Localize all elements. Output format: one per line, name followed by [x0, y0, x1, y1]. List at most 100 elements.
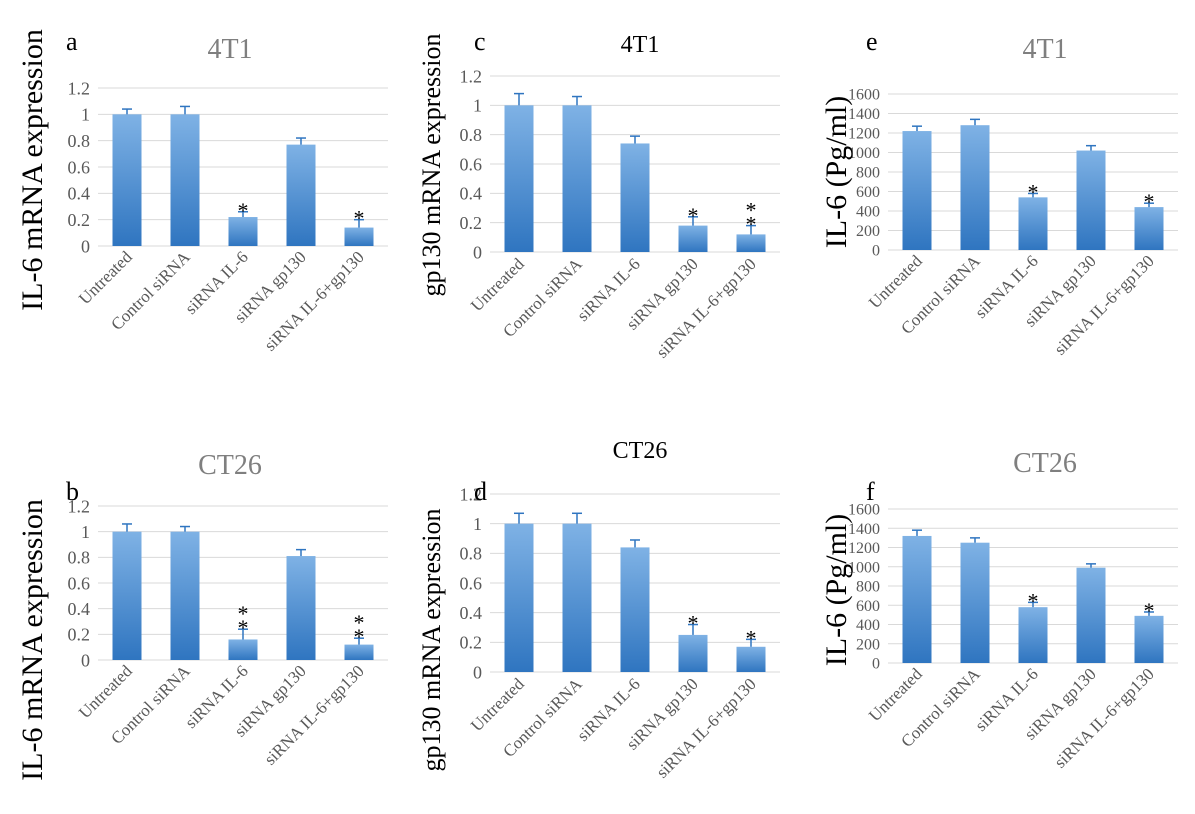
y-tick-label: 0.4 [460, 184, 483, 204]
bar-sirna-il-6 [1018, 607, 1048, 663]
bar-sirna-gp130 [1076, 150, 1106, 250]
y-tick-label: 1.2 [68, 78, 91, 98]
y-tick-label: 1600 [848, 502, 880, 519]
y-tick-label: 1400 [848, 521, 880, 538]
chart-title: CT26 [198, 450, 262, 481]
y-tick-label: 400 [856, 617, 880, 634]
y-tick-label: 1 [81, 105, 90, 125]
bar-sirna-il-6-gp130 [736, 646, 766, 672]
bar-sirna-il-6-gp130 [736, 234, 766, 252]
y-tick-label: 0.6 [68, 573, 91, 593]
panel-label: d [474, 477, 487, 506]
y-tick-label: 0 [473, 662, 482, 682]
y-tick-label: 0 [81, 236, 90, 256]
panel-label: e [866, 27, 878, 56]
y-tick-label: 0.6 [68, 157, 91, 177]
y-axis-label: gp130 mRNA expression [417, 509, 446, 772]
bar-untreated [504, 105, 534, 252]
bar-sirna-il-6 [620, 143, 650, 252]
significance-marker: * [688, 611, 699, 636]
y-tick-label: 200 [856, 223, 880, 240]
significance-marker: * [746, 198, 757, 223]
y-axis-label: IL-6 mRNA expression [16, 29, 49, 311]
chart-title: CT26 [613, 438, 668, 464]
bar-sirna-gp130 [286, 556, 316, 660]
bar-control-sirna [960, 542, 990, 663]
y-tick-label: 1000 [848, 559, 880, 576]
bar-sirna-il-6-gp130 [344, 644, 374, 660]
y-tick-label: 800 [856, 579, 880, 596]
y-tick-label: 1.2 [68, 496, 91, 516]
chart-title: 4T1 [207, 34, 252, 65]
category-label: siRNA IL-6+gp130 [260, 247, 367, 354]
y-tick-label: 0.8 [460, 544, 483, 564]
significance-marker: * [238, 601, 249, 626]
y-tick-label: 0 [473, 242, 482, 262]
panel-label: f [866, 477, 875, 506]
bar-untreated [112, 114, 142, 246]
significance-marker: * [354, 610, 365, 635]
y-tick-label: 600 [856, 598, 880, 615]
bar-sirna-gp130 [678, 225, 708, 252]
significance-marker: * [354, 206, 365, 231]
y-tick-label: 1600 [848, 87, 880, 104]
chart-title: CT26 [1013, 448, 1077, 479]
significance-marker: * [1144, 598, 1155, 623]
bar-untreated [902, 535, 932, 663]
y-tick-label: 0.6 [460, 573, 483, 593]
category-label: siRNA IL-6+gp130 [1050, 251, 1157, 358]
bar-untreated [902, 131, 932, 250]
y-tick-label: 1200 [848, 126, 880, 143]
significance-marker: * [1028, 588, 1039, 613]
chart-title: 4T1 [1022, 34, 1067, 65]
y-axis-label: gp130 mRNA expression [417, 34, 446, 297]
y-tick-label: 400 [856, 204, 880, 221]
y-tick-label: 0.8 [68, 548, 91, 568]
panel-label: c [474, 27, 486, 56]
y-tick-label: 1400 [848, 106, 880, 123]
bar-control-sirna [562, 523, 592, 672]
y-tick-label: 1200 [848, 540, 880, 557]
bar-sirna-il-6-gp130 [1134, 207, 1164, 250]
category-label: siRNA IL-6+gp130 [260, 661, 367, 768]
y-tick-label: 1 [81, 522, 90, 542]
y-tick-label: 1.2 [460, 66, 483, 86]
bar-sirna-il-6 [228, 639, 258, 660]
chart-panel-e: 02004006008001000120014001600UntreatedCo… [820, 27, 1178, 359]
y-tick-label: 800 [856, 165, 880, 182]
category-label: Untreated [865, 664, 926, 725]
bar-sirna-gp130 [286, 144, 316, 246]
category-label: Untreated [865, 251, 926, 312]
bar-sirna-il-6-gp130 [1134, 615, 1164, 663]
category-label: Untreated [467, 674, 528, 735]
category-label: siRNA IL-6+gp130 [652, 254, 759, 361]
bar-control-sirna [960, 125, 990, 250]
category-label: Untreated [467, 254, 528, 315]
y-tick-label: 0.2 [460, 213, 483, 233]
panel-label: b [66, 477, 79, 506]
significance-marker: * [1144, 189, 1155, 214]
y-tick-label: 600 [856, 184, 880, 201]
y-tick-label: 0.2 [68, 210, 91, 230]
bar-sirna-il-6-gp130 [344, 227, 374, 246]
y-tick-label: 0.8 [68, 131, 91, 151]
y-axis-label: IL-6 (Pg/ml) [820, 96, 853, 248]
significance-marker: * [238, 615, 249, 640]
category-label: siRNA IL-6+gp130 [652, 674, 759, 781]
category-label: siRNA IL-6+gp130 [1050, 664, 1157, 771]
y-tick-label: 200 [856, 636, 880, 653]
significance-marker: * [354, 624, 365, 649]
bar-control-sirna [562, 105, 592, 252]
y-tick-label: 1 [473, 96, 482, 116]
y-tick-label: 0.2 [68, 625, 91, 645]
significance-marker: * [688, 203, 699, 228]
y-axis-label: IL-6 mRNA expression [16, 499, 49, 781]
bar-sirna-il-6 [620, 547, 650, 672]
y-axis-label: IL-6 (Pg/ml) [820, 514, 853, 666]
significance-marker: * [238, 198, 249, 223]
y-tick-label: 1.2 [460, 484, 483, 504]
